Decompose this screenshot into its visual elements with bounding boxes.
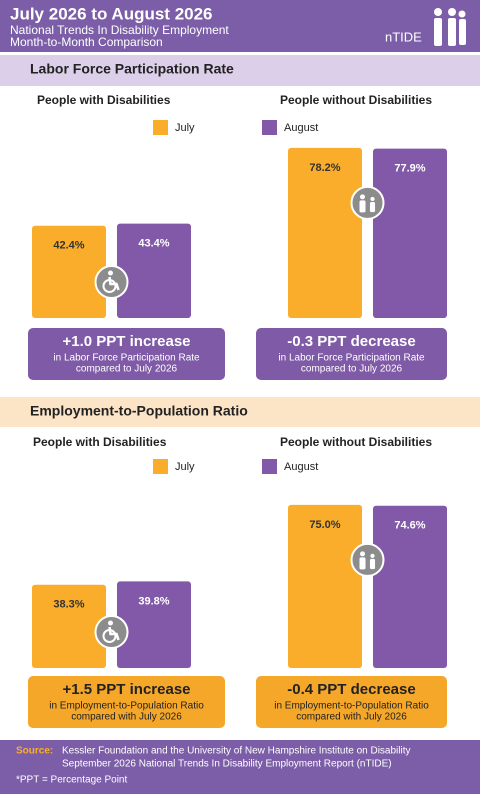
icon-badge <box>94 265 129 299</box>
summary-box <box>256 328 447 380</box>
section-band <box>0 55 480 86</box>
source-label: Source: <box>16 746 53 757</box>
footer-band <box>0 740 480 794</box>
legend-swatch <box>262 120 277 135</box>
section-title: Labor Force Participation Rate <box>30 61 234 77</box>
legend-label: July <box>175 122 195 134</box>
chart-title: People without Disabilities <box>280 435 432 449</box>
bar <box>117 223 191 318</box>
summary-text: in Labor Force Participation Rate <box>53 353 200 364</box>
summary-box <box>28 676 225 728</box>
subtitle: National Trends In Disability Employment <box>10 23 229 37</box>
value-label: 78.2% <box>309 162 340 174</box>
bar <box>32 584 106 668</box>
icon-head <box>108 620 113 626</box>
footnote: *PPT = Percentage Point <box>16 775 127 786</box>
bar <box>288 147 362 318</box>
legend-label: July <box>175 461 195 473</box>
bar <box>288 504 362 668</box>
icon-head <box>370 196 375 202</box>
value-label: 74.6% <box>394 520 425 532</box>
icon-badge <box>350 185 385 220</box>
legend-label: August <box>284 122 318 134</box>
icon-body <box>359 200 366 213</box>
bar <box>373 505 447 668</box>
summary-headline: +1.5 PPT increase <box>63 681 191 698</box>
source-text: Kessler Foundation and the University of… <box>62 746 411 757</box>
summary-text: compared with July 2026 <box>296 712 407 723</box>
chart-title: People with Disabilities <box>33 435 167 449</box>
summary-text: compared with July 2026 <box>71 712 182 723</box>
summary-headline: +1.0 PPT increase <box>63 333 191 350</box>
icon-head <box>370 553 375 559</box>
legend-swatch <box>153 120 168 135</box>
value-label: 39.8% <box>138 595 169 607</box>
header-band <box>0 0 480 52</box>
bar <box>373 148 447 318</box>
logo-text: nTIDE <box>385 29 422 44</box>
summary-text: compared to July 2026 <box>76 364 178 375</box>
summary-text: in Employment-to-Population Ratio <box>274 701 429 712</box>
value-label: 38.3% <box>53 599 84 611</box>
summary-text: in Employment-to-Population Ratio <box>49 701 204 712</box>
source-text: September 2026 National Trends In Disabi… <box>62 759 392 770</box>
summary-text: in Labor Force Participation Rate <box>278 353 425 364</box>
title: July 2026 to August 2026 <box>10 4 213 23</box>
legend-swatch <box>153 459 168 474</box>
bar <box>117 581 191 668</box>
value-label: 75.0% <box>309 519 340 531</box>
icon-body <box>369 201 376 213</box>
section-band <box>0 397 480 427</box>
legend-swatch <box>262 459 277 474</box>
chart-title: People without Disabilities <box>280 93 432 107</box>
legend-label: August <box>284 461 318 473</box>
subtitle: Month-to-Month Comparison <box>10 35 163 49</box>
summary-text: compared to July 2026 <box>301 364 403 375</box>
section-title: Employment-to-Population Ratio <box>30 403 248 419</box>
icon-badge <box>350 542 385 577</box>
icon-body <box>359 557 366 570</box>
value-label: 77.9% <box>394 162 425 174</box>
bar <box>32 225 106 318</box>
icon-body <box>369 558 376 570</box>
value-label: 42.4% <box>53 240 84 252</box>
summary-headline: -0.4 PPT decrease <box>287 681 415 698</box>
summary-box <box>28 328 225 380</box>
icon-wheel <box>102 629 117 643</box>
value-label: 43.4% <box>138 238 169 250</box>
logo <box>434 8 466 46</box>
icon-head <box>360 194 365 200</box>
icon-badge <box>94 615 129 649</box>
icon-head <box>360 551 365 557</box>
summary-box <box>256 676 447 728</box>
icon-wheel <box>102 279 117 293</box>
summary-headline: -0.3 PPT decrease <box>287 333 415 350</box>
icon-head <box>108 270 113 276</box>
chart-title: People with Disabilities <box>37 93 171 107</box>
